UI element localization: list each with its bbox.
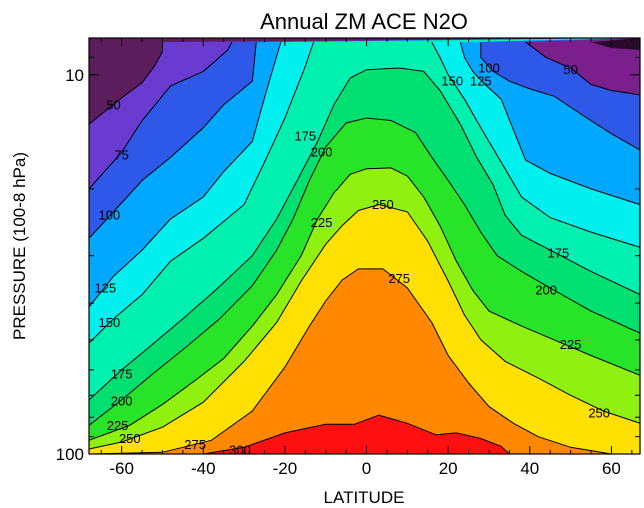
contour-labels: 5050751001001251251501501751751752002002… bbox=[94, 61, 610, 458]
contour-label-125: 125 bbox=[470, 74, 492, 89]
contour-label-300: 300 bbox=[229, 442, 251, 457]
contour-label-225: 225 bbox=[107, 418, 129, 433]
x-tick-label: 40 bbox=[520, 459, 539, 478]
contour-line-250 bbox=[89, 204, 640, 450]
y-axis-ticks: 10 100 bbox=[56, 56, 640, 464]
contour-line-150 bbox=[89, 41, 314, 344]
x-axis-label: LATITUDE bbox=[324, 488, 405, 507]
contour-label-75: 75 bbox=[114, 148, 128, 163]
contour-label-275: 275 bbox=[388, 271, 410, 286]
contour-label-175: 175 bbox=[111, 366, 133, 381]
contour-line-300 bbox=[203, 414, 510, 454]
contour-label-175: 175 bbox=[294, 128, 316, 143]
x-tick-label: -20 bbox=[273, 459, 298, 478]
contour-band-right-50 bbox=[525, 38, 640, 95]
contour-line-50 bbox=[89, 42, 163, 125]
contour-line-275 bbox=[89, 268, 612, 454]
contour-label-150: 150 bbox=[99, 315, 121, 330]
contour-label-225: 225 bbox=[311, 215, 333, 230]
chart-title: Annual ZM ACE N2O bbox=[260, 9, 468, 34]
x-axis-ticks: -60 -40 -20 0 20 40 60 bbox=[100, 38, 633, 478]
y-axis-label: PRESSURE (100-8 hPa) bbox=[10, 152, 29, 340]
contour-band-corner-25 bbox=[591, 38, 640, 50]
contour-line-200 bbox=[89, 117, 640, 426]
x-tick-label: 20 bbox=[439, 459, 458, 478]
contour-line-150 bbox=[431, 41, 640, 248]
contour-label-250: 250 bbox=[119, 431, 141, 446]
y-tick-label: 10 bbox=[65, 66, 84, 85]
contour-line-75 bbox=[89, 41, 233, 190]
contour-label-275: 275 bbox=[184, 437, 206, 452]
x-tick-label: -40 bbox=[191, 459, 216, 478]
contour-line-225 bbox=[89, 167, 640, 441]
y-tick-label: 100 bbox=[56, 445, 84, 464]
contour-label-125: 125 bbox=[94, 281, 116, 296]
x-tick-label: 60 bbox=[602, 459, 621, 478]
contour-bands bbox=[89, 38, 640, 454]
contour-band-300 bbox=[203, 415, 510, 454]
x-tick-label: -60 bbox=[109, 459, 134, 478]
contour-label-50: 50 bbox=[106, 97, 120, 112]
contour-label-200: 200 bbox=[311, 145, 333, 160]
contour-label-200: 200 bbox=[111, 394, 133, 409]
contour-line-100 bbox=[480, 42, 640, 151]
contour-line-175 bbox=[89, 67, 640, 401]
contour-lines bbox=[89, 41, 640, 454]
contour-label-250: 250 bbox=[588, 406, 610, 421]
contour-label-50: 50 bbox=[563, 62, 577, 77]
contour-label-225: 225 bbox=[560, 337, 582, 352]
contour-line-100 bbox=[89, 42, 257, 239]
contour-label-200: 200 bbox=[535, 283, 557, 298]
contour-label-150: 150 bbox=[441, 74, 463, 89]
contour-line-125 bbox=[89, 41, 282, 308]
contour-label-100: 100 bbox=[478, 61, 500, 76]
x-tick-label: 0 bbox=[362, 459, 371, 478]
contour-label-175: 175 bbox=[548, 245, 570, 260]
plot-frame bbox=[88, 37, 641, 455]
contour-label-100: 100 bbox=[99, 207, 121, 222]
contour-line-125 bbox=[459, 41, 640, 206]
contour-line-50 bbox=[525, 41, 640, 96]
contour-label-250: 250 bbox=[372, 197, 394, 212]
contour-band-275 bbox=[89, 268, 612, 454]
